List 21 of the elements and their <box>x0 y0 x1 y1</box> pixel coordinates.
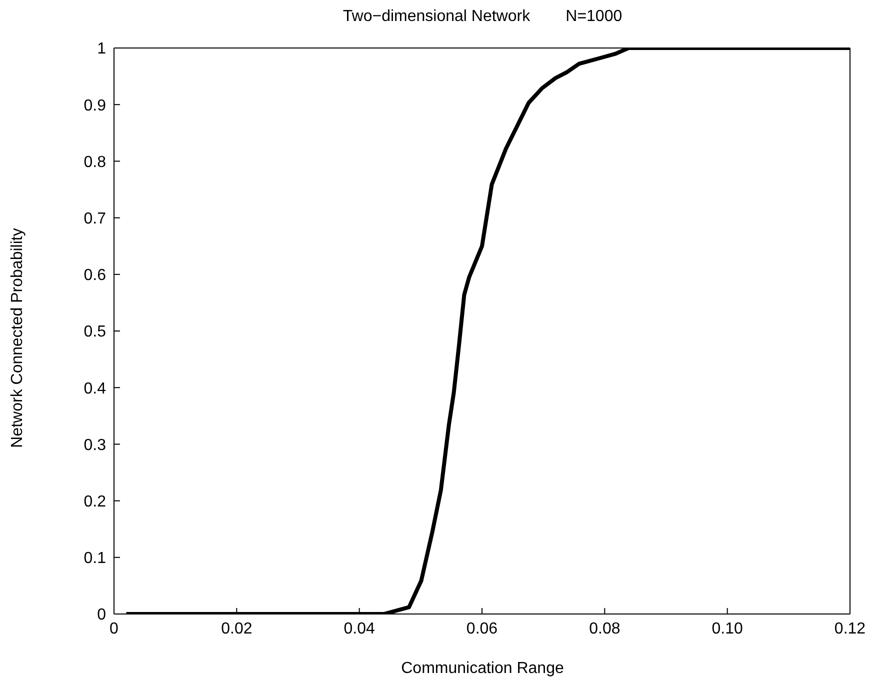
y-tick-label: 0.1 <box>84 550 106 568</box>
x-axis-title: Communication Range <box>400 660 565 678</box>
y-tick-label: 1 <box>97 40 106 58</box>
y-tick-label: 0.8 <box>84 154 106 171</box>
y-tick-label: 0.2 <box>84 493 106 510</box>
y-tick-label: 0.4 <box>84 380 106 398</box>
x-tick-label: 0.08 <box>589 620 620 638</box>
y-tick-label: 0.5 <box>84 324 106 341</box>
x-tick-label: 0.06 <box>466 620 498 638</box>
y-axis-title: Network Connected Probability <box>9 228 27 448</box>
x-tick-label: 0 <box>110 620 119 638</box>
chart-title: Two−dimensional Network N=1000 <box>342 8 624 26</box>
x-tick-label: 0.02 <box>221 620 252 638</box>
x-tick-label: 0.04 <box>344 620 376 638</box>
y-tick-label: 0.6 <box>84 267 106 284</box>
x-tick-label: 0.10 <box>712 620 744 638</box>
y-tick-label: 0 <box>97 606 106 624</box>
y-tick-label: 0.9 <box>84 97 106 114</box>
x-tick-label: 0.12 <box>834 620 866 638</box>
y-tick-label: 0.3 <box>84 436 106 454</box>
y-tick-label: 0.7 <box>84 210 106 228</box>
